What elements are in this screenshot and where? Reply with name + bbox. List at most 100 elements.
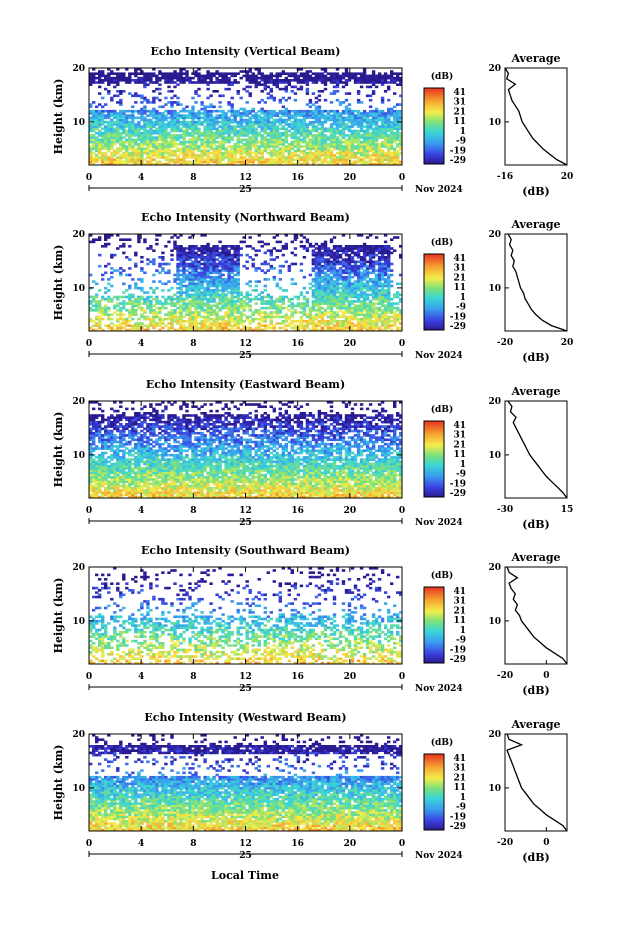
heatmap-cell xyxy=(285,296,288,299)
heatmap-cell xyxy=(101,141,104,144)
heatmap-cell xyxy=(122,300,125,303)
heatmap-cell xyxy=(237,130,240,133)
heatmap-cell xyxy=(315,106,318,109)
heatmap-cell xyxy=(246,90,249,93)
heatmap-cell xyxy=(119,296,122,299)
heatmap-cell xyxy=(113,324,116,327)
heatmap-cell xyxy=(294,320,297,323)
heatmap-cell xyxy=(173,298,176,301)
heatmap-cell xyxy=(95,316,98,319)
heatmap-cell xyxy=(333,141,336,144)
heatmap-cell xyxy=(119,267,122,270)
heatmap-cell xyxy=(246,283,249,286)
heatmap-cell xyxy=(89,72,92,75)
heatmap-cell xyxy=(249,86,252,89)
heatmap-cell xyxy=(333,252,336,255)
heatmap-cell xyxy=(360,86,363,89)
heatmap-cell xyxy=(282,88,285,91)
heatmap-cell xyxy=(155,287,158,290)
heatmap-cell xyxy=(336,296,339,299)
heatmap-cell xyxy=(258,294,261,297)
heatmap-cell xyxy=(125,274,128,277)
heatmap-cell xyxy=(264,311,267,314)
heatmap-cell xyxy=(297,119,300,122)
heatmap-cell xyxy=(324,128,327,131)
heatmap-cell xyxy=(188,121,191,124)
heatmap-cell xyxy=(327,77,330,80)
heatmap-cell xyxy=(366,161,369,164)
heatmap-cell xyxy=(336,258,339,261)
heatmap-cell xyxy=(261,296,264,299)
heatmap-cell xyxy=(294,305,297,308)
heatmap-cell xyxy=(116,72,119,75)
heatmap-cell xyxy=(89,300,92,303)
heatmap-cell xyxy=(348,316,351,319)
heatmap-cell xyxy=(318,106,321,109)
heatmap-cell xyxy=(240,311,243,314)
heatmap-cell xyxy=(279,249,282,252)
heatmap-cell xyxy=(309,243,312,246)
heatmap-cell xyxy=(161,106,164,109)
heatmap-cell xyxy=(351,256,354,259)
heatmap-cell xyxy=(122,152,125,155)
heatmap-cell xyxy=(92,156,95,159)
heatmap-cell xyxy=(327,316,330,319)
heatmap-cell xyxy=(252,289,255,292)
heatmap-cell xyxy=(128,72,131,75)
heatmap-cell xyxy=(381,75,384,78)
heatmap-cell xyxy=(270,258,273,261)
heatmap-cell xyxy=(113,110,116,113)
heatmap-cell xyxy=(152,121,155,124)
heatmap-cell xyxy=(113,305,116,308)
heatmap-cell xyxy=(351,161,354,164)
heatmap-cell xyxy=(191,81,194,84)
heatmap-cell xyxy=(206,280,209,283)
heatmap-cell xyxy=(128,258,131,261)
heatmap-cell xyxy=(185,110,188,113)
heatmap-cell xyxy=(98,254,101,257)
heatmap-cell xyxy=(167,101,170,104)
heatmap-cell xyxy=(89,123,92,126)
heatmap-cell xyxy=(273,97,276,100)
heatmap-cell xyxy=(249,110,252,113)
heatmap-cell xyxy=(104,305,107,308)
heatmap-cell xyxy=(170,254,173,257)
heatmap-cell xyxy=(116,95,119,98)
heatmap-cell xyxy=(125,145,128,148)
heatmap-cell xyxy=(209,276,212,279)
heatmap-cell xyxy=(110,97,113,100)
heatmap-cell xyxy=(240,108,243,111)
heatmap-cell xyxy=(182,307,185,310)
heatmap-cell xyxy=(110,254,113,257)
heatmap-cell xyxy=(218,322,221,325)
heatmap-cell xyxy=(342,247,345,250)
heatmap-cell xyxy=(264,141,267,144)
heatmap-cell xyxy=(273,307,276,310)
heatmap-cell xyxy=(276,283,279,286)
heatmap-cell xyxy=(315,322,318,325)
heatmap-cell xyxy=(110,70,113,73)
heatmap-cell xyxy=(282,254,285,257)
heatmap-cell xyxy=(215,145,218,148)
heatmap-cell xyxy=(312,278,315,281)
heatmap-cell xyxy=(122,161,125,164)
heatmap-cell xyxy=(237,92,240,95)
heatmap-cell xyxy=(276,112,279,115)
heatmap-cell xyxy=(255,296,258,299)
heatmap-cell xyxy=(252,263,255,266)
heatmap-cell xyxy=(354,145,357,148)
heatmap-cell xyxy=(113,150,116,153)
heatmap-cell xyxy=(116,156,119,159)
heatmap-cell xyxy=(306,123,309,126)
colorbar-tick: 41 xyxy=(453,88,466,98)
heatmap-cell xyxy=(345,79,348,82)
heatmap-cell xyxy=(215,128,218,131)
heatmap-cell xyxy=(125,256,128,259)
heatmap-cell xyxy=(185,252,188,255)
heatmap-cell xyxy=(357,156,360,159)
heatmap-cell xyxy=(267,132,270,135)
heatmap-cell xyxy=(197,247,200,250)
heatmap-cell xyxy=(221,245,224,248)
heatmap-cell xyxy=(291,72,294,75)
heatmap-cell xyxy=(279,316,282,319)
